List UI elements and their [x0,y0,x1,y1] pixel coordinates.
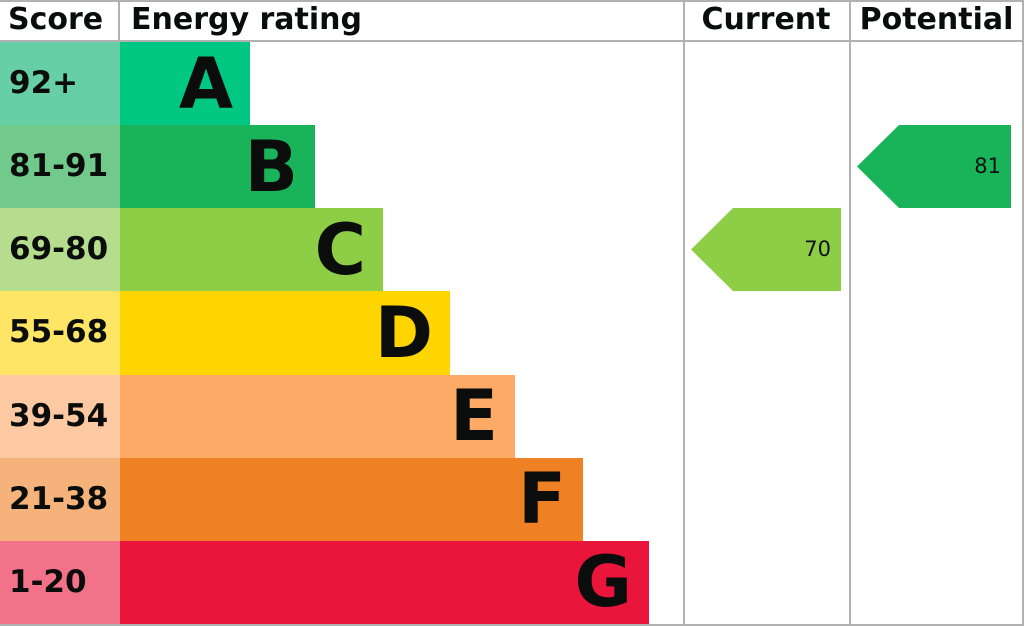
header-current: Current [701,2,831,37]
rating-band-bar: G [120,540,649,624]
rating-row: 55-68 D [0,291,1024,375]
header-potential: Potential [859,2,1014,37]
score-range-label: 21-38 [0,457,120,541]
table-border-right [1022,0,1024,626]
header-energy-rating: Energy rating [131,2,362,37]
rating-band-bar: D [120,291,450,375]
header-score: Score [0,0,120,40]
rating-row: 81-91 B [0,125,1024,209]
header-row: Score Energy rating Current Potential [0,0,1024,42]
table-border-bottom [0,624,1024,626]
rating-rows: 92+ A 81-91 B 69-80 C 55-68 D 39-54 E 21… [0,42,1024,624]
score-range-label: 55-68 [0,291,120,375]
rating-band-bar: B [120,125,315,209]
rating-band-bar: F [120,457,583,541]
potential-rating-value: 81 [974,154,1001,178]
rating-row: 21-38 F [0,457,1024,541]
current-column-divider [683,0,685,626]
score-range-label: 81-91 [0,125,120,209]
table-border-top [0,0,1024,2]
rating-row: 39-54 E [0,374,1024,458]
score-range-label: 39-54 [0,374,120,458]
score-range-label: 1-20 [0,540,120,624]
current-rating-value: 70 [804,237,831,261]
potential-column-divider [849,0,851,626]
rating-row: 1-20 G [0,540,1024,624]
score-range-label: 92+ [0,42,120,126]
rating-band-bar: A [120,42,250,126]
rating-band-bar: C [120,208,383,292]
rating-band-bar: E [120,374,515,458]
rating-row: 69-80 C [0,208,1024,292]
rating-row: 92+ A [0,42,1024,126]
score-range-label: 69-80 [0,208,120,292]
